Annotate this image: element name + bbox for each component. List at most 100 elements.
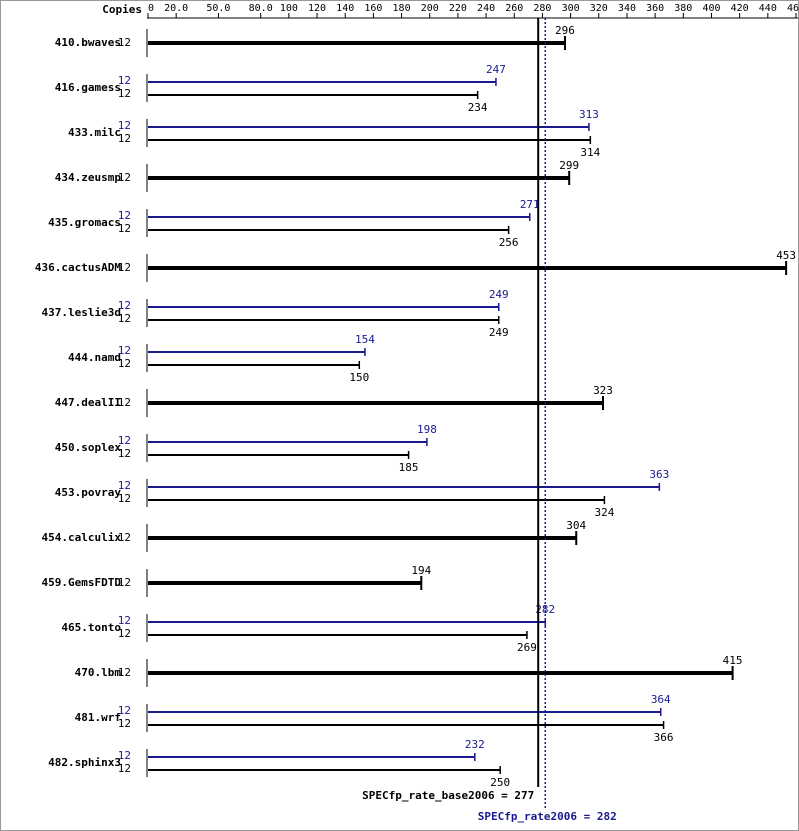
x-tick-label: 20.0 bbox=[164, 3, 188, 14]
bar bbox=[148, 454, 409, 456]
x-tick-label: 360 bbox=[646, 3, 664, 14]
x-tick-label: 50.0 bbox=[206, 3, 230, 14]
x-tick-label: 80.0 bbox=[249, 3, 273, 14]
copies: 12 bbox=[118, 749, 131, 762]
bar bbox=[148, 139, 591, 141]
bar bbox=[148, 486, 660, 488]
copies: 12 bbox=[118, 531, 131, 544]
value-label: 250 bbox=[490, 776, 510, 789]
x-tick-label: 140 bbox=[336, 3, 354, 14]
value-label: 150 bbox=[349, 371, 369, 384]
bar bbox=[148, 319, 499, 321]
bar bbox=[148, 306, 499, 308]
value-label: 364 bbox=[651, 693, 671, 706]
bar bbox=[148, 94, 478, 96]
bar bbox=[148, 441, 427, 443]
value-label: 324 bbox=[594, 506, 614, 519]
benchmark-name: 416.gamess bbox=[55, 81, 121, 94]
value-label: 296 bbox=[555, 24, 575, 37]
bar bbox=[148, 634, 527, 636]
copies: 12 bbox=[118, 434, 131, 447]
copies: 12 bbox=[118, 36, 131, 49]
x-tick-label: 160 bbox=[364, 3, 382, 14]
x-tick-label: 320 bbox=[590, 3, 608, 14]
reference-label: SPECfp_rate2006 = 282 bbox=[478, 810, 617, 823]
value-label: 323 bbox=[593, 384, 613, 397]
copies: 12 bbox=[118, 261, 131, 274]
x-tick-label: 120 bbox=[308, 3, 326, 14]
copies: 12 bbox=[118, 87, 131, 100]
bar bbox=[148, 536, 577, 540]
value-label: 314 bbox=[580, 146, 600, 159]
copies: 12 bbox=[118, 666, 131, 679]
bar bbox=[148, 581, 422, 585]
value-label: 234 bbox=[468, 101, 488, 114]
bar bbox=[148, 724, 664, 726]
benchmark-name: 482.sphinx3 bbox=[48, 756, 121, 769]
bar bbox=[148, 364, 360, 366]
value-label: 249 bbox=[489, 326, 509, 339]
copies: 12 bbox=[118, 357, 131, 370]
value-label: 313 bbox=[579, 108, 599, 121]
value-label: 256 bbox=[499, 236, 519, 249]
bar bbox=[148, 769, 501, 771]
copies: 12 bbox=[118, 479, 131, 492]
value-label: 232 bbox=[465, 738, 485, 751]
bar bbox=[148, 351, 365, 353]
copies: 12 bbox=[118, 762, 131, 775]
x-tick-label: 280 bbox=[533, 3, 551, 14]
copies: 12 bbox=[118, 299, 131, 312]
x-tick-label: 380 bbox=[674, 3, 692, 14]
copies: 12 bbox=[118, 312, 131, 325]
copies: 12 bbox=[118, 627, 131, 640]
copies: 12 bbox=[118, 222, 131, 235]
value-label: 415 bbox=[723, 654, 743, 667]
value-label: 249 bbox=[489, 288, 509, 301]
value-label: 366 bbox=[654, 731, 674, 744]
bar bbox=[148, 126, 589, 128]
value-label: 185 bbox=[399, 461, 419, 474]
x-tick-label: 100 bbox=[280, 3, 298, 14]
copies: 12 bbox=[118, 576, 131, 589]
value-label: 271 bbox=[520, 198, 540, 211]
x-tick-label: 340 bbox=[618, 3, 636, 14]
bar bbox=[148, 621, 546, 623]
x-tick-label: 300 bbox=[562, 3, 580, 14]
bar bbox=[148, 229, 509, 231]
copies: 12 bbox=[118, 447, 131, 460]
value-label: 363 bbox=[649, 468, 669, 481]
bar bbox=[148, 671, 733, 675]
benchmark-name: 444.namd bbox=[68, 351, 121, 364]
copies-header: Copies bbox=[102, 3, 142, 16]
bar bbox=[148, 41, 565, 45]
value-label: 269 bbox=[517, 641, 537, 654]
benchmark-name: 436.cactusADM bbox=[35, 261, 121, 274]
copies: 12 bbox=[118, 344, 131, 357]
copies: 12 bbox=[118, 171, 131, 184]
benchmark-name: 435.gromacs bbox=[48, 216, 121, 229]
copies: 12 bbox=[118, 614, 131, 627]
copies: 12 bbox=[118, 209, 131, 222]
value-label: 154 bbox=[355, 333, 375, 346]
benchmark-name: 453.povray bbox=[55, 486, 122, 499]
bar bbox=[148, 81, 496, 83]
bar bbox=[148, 711, 661, 713]
value-label: 299 bbox=[559, 159, 579, 172]
bar bbox=[148, 266, 787, 270]
copies: 12 bbox=[118, 396, 131, 409]
copies: 12 bbox=[118, 717, 131, 730]
x-tick-label: 180 bbox=[393, 3, 411, 14]
benchmark-name: 410.bwaves bbox=[55, 36, 121, 49]
benchmark-name: 465.tonto bbox=[61, 621, 121, 634]
bar bbox=[148, 401, 604, 405]
x-tick-label: 400 bbox=[702, 3, 720, 14]
benchmark-name: 454.calculix bbox=[42, 531, 122, 544]
benchmark-name: 450.soplex bbox=[55, 441, 122, 454]
bar bbox=[148, 176, 570, 180]
x-tick-label: 0 bbox=[148, 3, 154, 14]
x-tick-label: 200 bbox=[421, 3, 439, 14]
value-label: 247 bbox=[486, 63, 506, 76]
reference-label: SPECfp_rate_base2006 = 277 bbox=[362, 789, 534, 802]
